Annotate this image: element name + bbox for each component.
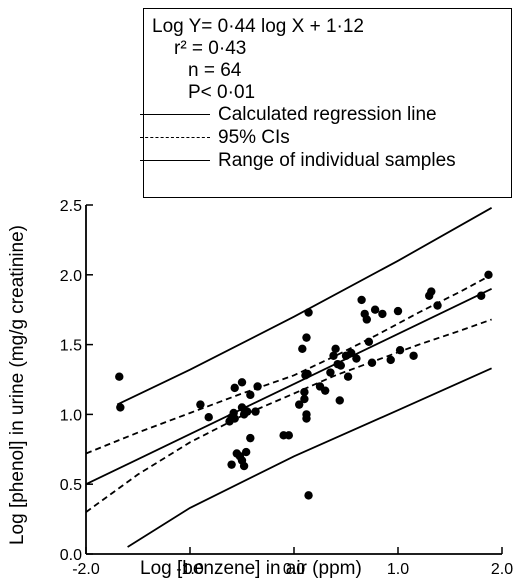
regression-equation: Log Y= 0·44 log X + 1·12 (152, 16, 364, 37)
data-point (284, 431, 293, 440)
r-squared: r² = 0·43 (174, 38, 247, 59)
data-point (477, 291, 486, 300)
line-2 (85, 318, 492, 513)
line-4 (127, 367, 492, 548)
legend-label-range: Range of individual samples (218, 150, 456, 171)
legend-swatch-regression (140, 114, 210, 115)
scatter-points (115, 270, 493, 500)
data-point (196, 400, 205, 409)
data-point (321, 386, 330, 395)
data-point (300, 394, 309, 404)
data-point (357, 295, 366, 305)
legend: Log Y= 0·44 log X + 1·12 r² = 0·43 n = 6… (140, 8, 512, 198)
data-point (295, 400, 304, 409)
x-tick-label: -1.0 (176, 561, 204, 578)
data-point (246, 390, 255, 400)
data-point (300, 387, 309, 397)
x-tick-label: 0.0 (283, 561, 305, 578)
series-lines (85, 207, 493, 548)
data-point (370, 305, 380, 314)
data-point (395, 345, 405, 355)
data-point (204, 412, 213, 422)
line-1 (85, 274, 493, 455)
y-tick-label: 1.0 (60, 407, 82, 424)
ticks: -2.0 -1.0 0.0 1.0 2.0 0.0 0.5 1.0 1.5 2.0 2.5 (60, 198, 513, 578)
legend-label-ci: 95% CIs (218, 127, 290, 148)
data-point (367, 358, 377, 367)
legend-swatch-range (140, 160, 210, 161)
data-point (243, 407, 252, 416)
y-tick-label: 2.5 (60, 198, 82, 215)
sample-count: n = 64 (188, 60, 242, 81)
data-point (378, 309, 387, 319)
data-point (335, 396, 344, 405)
data-point (251, 407, 260, 416)
data-point (343, 372, 353, 381)
data-point (336, 361, 345, 370)
data-point (237, 378, 247, 387)
data-point (246, 433, 255, 443)
line-3 (116, 207, 493, 406)
data-point (253, 382, 262, 391)
p-value: P< 0·01 (188, 82, 256, 103)
data-point (239, 461, 249, 471)
data-point (230, 414, 239, 423)
y-tick-label: 2.0 (60, 268, 82, 285)
data-point (116, 403, 125, 412)
data-point (364, 337, 374, 347)
data-point (230, 383, 239, 393)
data-point (302, 414, 311, 423)
data-point (484, 270, 493, 279)
data-point (298, 344, 307, 353)
x-axis-label: Log [benzene] in air (ppm) (140, 558, 362, 579)
data-point (352, 354, 361, 363)
legend-swatch-ci (140, 137, 210, 138)
data-point (433, 301, 442, 310)
data-point (362, 315, 371, 324)
data-point (115, 372, 124, 381)
data-point (227, 460, 236, 469)
data-point (331, 344, 340, 353)
data-point (427, 287, 436, 296)
data-point (241, 447, 251, 457)
data-point (304, 491, 313, 500)
y-tick-label: 1.5 (60, 338, 82, 355)
data-point (303, 369, 312, 379)
line-0 (85, 287, 492, 486)
x-tick-label: -2.0 (72, 561, 100, 578)
data-point (326, 368, 335, 377)
x-tick-label: 2.0 (491, 561, 513, 578)
y-tick-label: 0.5 (60, 477, 82, 494)
data-point (386, 355, 395, 365)
data-point (329, 351, 338, 360)
y-tick-label: 0.0 (60, 547, 82, 564)
data-point (304, 308, 313, 317)
x-tick-label: 1.0 (387, 561, 409, 578)
y-axis-label: Log [phenol] in urine (mg/g creatinine) (7, 224, 28, 546)
data-point (393, 306, 403, 316)
data-point (347, 348, 356, 358)
legend-label-regression: Calculated regression line (218, 104, 437, 125)
data-point (302, 333, 311, 342)
axes (85, 205, 502, 555)
data-point (409, 351, 418, 360)
